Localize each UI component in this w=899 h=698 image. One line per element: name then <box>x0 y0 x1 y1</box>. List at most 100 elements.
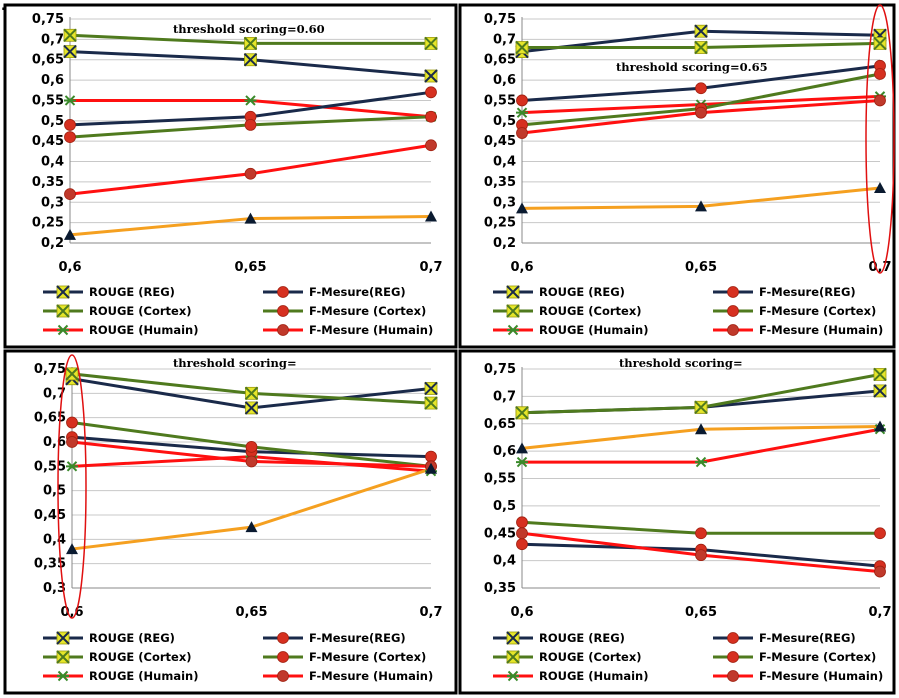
panel-3-series-6-point-legend1 <box>277 670 289 682</box>
panel-3-series-2-point-2-cross <box>244 386 259 401</box>
panel-4-series-3-point-legend1 <box>507 670 519 682</box>
panel-3-series-2-point-1-cross <box>65 367 79 381</box>
panel-2-series-5-point-legend1 <box>727 305 739 317</box>
panel-1-series-1-point-3 <box>424 69 438 83</box>
panel-1-legend-label-6: F-Mesure (Humain) <box>309 323 433 337</box>
panel-4-series-2-point-legend1 <box>506 650 520 664</box>
panel-4-legend-label-1: ROUGE (REG) <box>539 631 625 645</box>
panel-2-xtick-1: 0,6 <box>510 260 533 275</box>
panel-1-series-6-point-1 <box>64 188 76 201</box>
chart-panel-3: 0,30,350,40,450,50,550,60,650,70,750,6 0,… <box>3 349 458 695</box>
panel-1-legend-label-4: F-Mesure(REG) <box>309 285 406 299</box>
chart-panel-2: 0,2 0,25 0,3 0,35 0,4 0,45 0,5 0,55 0,6 0,65 0,7 0,… <box>458 3 896 349</box>
panel-1-ytick-2: 0,25 <box>32 216 64 231</box>
panel-2-series-1-point-2-cross <box>694 24 708 38</box>
panel-3-series-2-point-legend1-cross <box>56 650 70 664</box>
panel-1-series-1-point-2-cross <box>243 53 258 67</box>
panel-4-series-4-point-1 <box>516 538 528 551</box>
panel-3-ytick-8: 0,65 <box>34 411 66 426</box>
panel-4-legend-label-6: F-Mesure (Humain) <box>759 669 883 683</box>
panel-1-series-2-point-legend1 <box>56 304 70 318</box>
panel-2-series-6-point-3 <box>874 94 886 107</box>
panel-4-series-3-point-2 <box>695 456 707 468</box>
panel-2-ytick-6: 0,45 <box>484 134 516 149</box>
panel-2-legend-label-6: F-Mesure (Humain) <box>759 323 883 337</box>
panel-4-series-2-point-1-cross <box>515 406 529 420</box>
panel-4-ytick-5: 0,55 <box>484 472 516 487</box>
panel-1-series-5-point-legend1 <box>277 305 289 317</box>
panel-3-ytick-7: 0,6 <box>43 435 66 450</box>
panel-4-xtick-1: 0,6 <box>510 605 533 620</box>
panel-4-legend-label-2: ROUGE (Cortex) <box>539 650 642 664</box>
panel-4-series-7-point-3 <box>874 420 886 432</box>
panel-3-series-7-point-2 <box>245 521 258 533</box>
panel-3-annotation: threshold scoring= <box>173 356 297 370</box>
panel-2-highlight-ellipse <box>865 4 895 274</box>
panel-4-series-2-point-1 <box>515 406 529 420</box>
panel-1-series-2-point-legend1-cross <box>56 304 70 318</box>
panel-4-ytick-9: 0,75 <box>484 362 516 377</box>
panel-4-series-2-point-legend1-cross <box>506 650 520 664</box>
panel-3-series-5-point-legend1 <box>277 651 289 663</box>
panel-1-xtick-3: 0,7 <box>419 260 442 275</box>
panel-4-legend-label-4: F-Mesure(REG) <box>759 631 856 645</box>
panel-3-series-2-point-2 <box>244 386 259 401</box>
panel-1-series-2-point-1-cross <box>63 28 77 42</box>
panel-1-legend-label-5: F-Mesure (Cortex) <box>309 304 426 318</box>
panel-1-series-6-point-2 <box>244 167 257 180</box>
panel-4-series-1-point-legend1 <box>506 631 520 645</box>
panel-3-series-7-point-1 <box>66 543 78 555</box>
panel-1-ytick-5: 0,4 <box>41 155 64 170</box>
panel-3-series-1-point-legend1-cross <box>56 631 70 645</box>
panel-2-series-7-point-3 <box>874 182 886 194</box>
panel-4-series-5-point-1 <box>516 516 528 529</box>
panel-1-series-2-point-2 <box>243 36 258 51</box>
panel-1-series-1-point-legend1-cross <box>56 285 70 299</box>
panel-2-ytick-5: 0,4 <box>493 155 516 170</box>
panel-3-ytick-5: 0,5 <box>43 484 66 499</box>
panel-2-legend-label-5: F-Mesure (Cortex) <box>759 304 876 318</box>
panel-2-series-2-point-3 <box>873 36 887 51</box>
panel-3-xtick-2: 0,65 <box>235 605 267 620</box>
panel-2-legend-label-1: ROUGE (REG) <box>539 285 625 299</box>
panel-1-series-1-point-3-cross <box>424 69 438 83</box>
panel-1-series-5-point-1 <box>64 131 76 144</box>
panel-3-series-2-point-legend1 <box>56 650 70 664</box>
panel-1-annotation: threshold scoring=0.60 <box>173 22 325 36</box>
panel-4-ytick-6: 0,6 <box>493 444 516 459</box>
panel-3-ytick-1: 0,3 <box>43 581 66 596</box>
panel-3-series-1-point-3 <box>424 381 438 396</box>
panel-4-ytick-8: 0,7 <box>493 389 516 404</box>
panel-2-ytick-8: 0,55 <box>484 93 516 108</box>
panel-2-series-3-point-legend1 <box>507 324 519 336</box>
panel-4-series-2-point-2 <box>694 400 708 415</box>
panel-2-series-4-point-2 <box>695 82 707 95</box>
panel-3-series-6-point-1 <box>66 436 78 448</box>
panel-2-ytick-9: 0,6 <box>493 73 516 88</box>
panel-2-series-6-point-legend1 <box>727 324 739 336</box>
panel-1-legend-label-3: ROUGE (Humain) <box>89 323 198 337</box>
panel-1-ytick-9: 0,6 <box>41 73 64 88</box>
panel-1-series-3-point-2 <box>244 95 257 106</box>
panel-4-series-6-point-2 <box>695 549 707 562</box>
panel-1-series-6-point-3 <box>425 139 437 152</box>
panel-1-series-7-point-2 <box>244 212 257 224</box>
panel-2-ytick-3: 0,3 <box>493 195 516 210</box>
panel-1-series-4-point-1 <box>64 118 76 131</box>
panel-4-series-4-point-legend1 <box>727 632 739 644</box>
panel-3-series-5-point-2 <box>245 440 258 453</box>
panel-2-series-2-point-1-cross <box>515 40 529 55</box>
panel-4-legend-label-3: ROUGE (Humain) <box>539 669 648 683</box>
panel-3-legend-label-3: ROUGE (Humain) <box>89 669 198 683</box>
panel-1-series-1-point-1 <box>63 44 77 59</box>
panel-2-annotation: threshold scoring=0.65 <box>616 60 768 74</box>
panel-3-series-3-point-legend1 <box>57 670 69 682</box>
panel-4-series-7-point-1 <box>516 442 528 454</box>
panel-3-series-7-point-3 <box>425 462 437 474</box>
panel-1-series-2-point-3-cross <box>424 36 438 51</box>
panel-3-series-1-point-3-cross <box>424 381 438 396</box>
panel-1-series-7-point-1 <box>64 228 76 240</box>
panel-1-ytick-6: 0,45 <box>32 134 64 149</box>
corner-dot: . <box>1 0 6 14</box>
